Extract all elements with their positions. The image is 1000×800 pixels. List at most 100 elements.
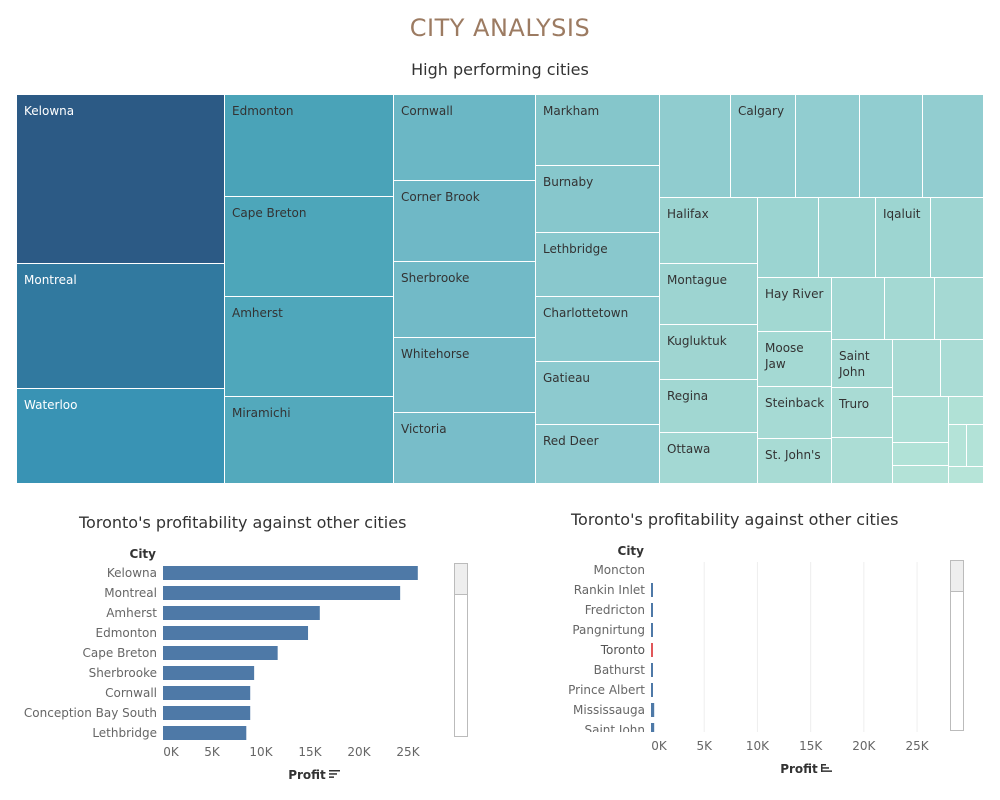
treemap-cell[interactable] — [758, 198, 819, 278]
treemap-cell[interactable]: Moose Jaw — [758, 332, 832, 387]
treemap-cell-label: Corner Brook — [401, 190, 480, 204]
x-tick-label: 5K — [696, 739, 713, 753]
treemap-cell[interactable]: Truro — [832, 388, 893, 438]
bar-chart-right-title: Toronto's profitability against other ci… — [571, 510, 899, 529]
sort-icon[interactable] — [329, 770, 340, 778]
treemap-cell[interactable] — [893, 397, 949, 443]
sort-icon[interactable] — [821, 764, 832, 772]
x-tick-label: 10K — [249, 745, 273, 759]
category-label: Edmonton — [96, 626, 158, 640]
treemap-cell[interactable]: Calgary — [731, 95, 796, 198]
category-label: Rankin Inlet — [574, 583, 646, 597]
bar — [651, 583, 653, 597]
treemap-cell[interactable]: Gatieau — [536, 362, 660, 425]
treemap-cell[interactable]: Ottawa — [660, 433, 758, 484]
city-treemap: Kelowna Montreal Waterloo Edmonton Cape Bret… — [17, 95, 984, 484]
treemap-cell[interactable]: Victoria — [394, 413, 536, 484]
treemap-cell-label: Whitehorse — [401, 347, 470, 361]
treemap-cell[interactable]: Montague — [660, 264, 758, 325]
treemap-cell[interactable] — [893, 466, 949, 484]
treemap-cell-label: Truro — [839, 397, 870, 411]
treemap-cell[interactable] — [949, 467, 984, 484]
bar — [651, 723, 655, 737]
bar — [651, 663, 653, 677]
treemap-cell[interactable]: Charlottetown — [536, 297, 660, 362]
bar — [163, 706, 251, 720]
treemap-cell[interactable]: Kelowna — [17, 95, 225, 264]
category-label: Amherst — [106, 606, 157, 620]
treemap-cell-label: Amherst — [232, 306, 283, 320]
bar — [651, 703, 655, 717]
treemap-cell[interactable]: Lethbridge — [536, 233, 660, 297]
treemap-cell[interactable]: Edmonton — [225, 95, 394, 197]
treemap-cell-label: Cape Breton — [232, 206, 307, 220]
bar — [651, 643, 653, 657]
treemap-cell[interactable] — [885, 278, 935, 340]
treemap-cell[interactable]: Regina — [660, 380, 758, 433]
treemap-cell[interactable]: Whitehorse — [394, 338, 536, 413]
treemap-cell[interactable]: Cornwall — [394, 95, 536, 181]
bar — [651, 683, 653, 697]
treemap-cell[interactable]: Burnaby — [536, 166, 660, 233]
bar — [651, 603, 653, 617]
treemap-cell[interactable]: Iqaluit — [876, 198, 931, 278]
left-chart-scroll-thumb[interactable] — [455, 564, 467, 595]
right-chart-scrollbar[interactable] — [950, 560, 964, 731]
x-tick-label: 0K — [651, 739, 668, 753]
treemap-cell[interactable] — [832, 278, 885, 340]
dashboard-title: CITY ANALYSIS — [409, 14, 591, 42]
treemap-cell[interactable] — [660, 95, 731, 198]
treemap-cell-label: Montague — [667, 273, 727, 287]
treemap-cell[interactable] — [832, 438, 893, 484]
right-chart-scroll-thumb[interactable] — [951, 561, 963, 592]
treemap-cell[interactable]: Amherst — [225, 297, 394, 397]
x-tick-label: 25K — [906, 739, 930, 753]
bar — [163, 726, 247, 740]
treemap-cell[interactable]: Hay River — [758, 278, 832, 332]
treemap-cell[interactable] — [796, 95, 860, 198]
treemap-cell[interactable] — [949, 397, 984, 425]
treemap-cell[interactable]: Halifax — [660, 198, 758, 264]
treemap-cell[interactable]: Red Deer — [536, 425, 660, 484]
bar-chart-left-title: Toronto's profitability against other ci… — [79, 513, 407, 532]
treemap-cell-label: Cornwall — [401, 104, 453, 118]
x-tick-label: 0K — [163, 745, 180, 759]
treemap-cell[interactable] — [893, 443, 949, 466]
category-label: Moncton — [593, 563, 645, 577]
treemap-cell[interactable]: Saint John — [832, 340, 893, 388]
treemap-cell[interactable] — [967, 425, 984, 467]
treemap-cell[interactable] — [819, 198, 876, 278]
treemap-cell[interactable]: Kugluktuk — [660, 325, 758, 380]
left-chart-scrollbar[interactable] — [454, 563, 468, 737]
bar — [163, 606, 320, 620]
treemap-cell[interactable]: Montreal — [17, 264, 225, 389]
row-header: City — [618, 544, 645, 558]
treemap-cell[interactable]: Waterloo — [17, 389, 225, 484]
x-tick-label: 20K — [852, 739, 876, 753]
treemap-cell[interactable] — [931, 198, 984, 278]
treemap-cell-label: Waterloo — [24, 398, 78, 412]
treemap-cell-label: Markham — [543, 104, 600, 118]
treemap-cell[interactable] — [949, 425, 967, 467]
treemap-cell[interactable]: Steinback — [758, 387, 832, 439]
treemap-cell[interactable]: St. John's — [758, 439, 832, 484]
category-label: Mississauga — [573, 703, 645, 717]
category-label: Lethbridge — [92, 726, 157, 740]
category-label: Montreal — [104, 586, 157, 600]
row-header: City — [130, 547, 157, 561]
category-label: Toronto — [600, 643, 645, 657]
treemap-cell-label: Kugluktuk — [667, 334, 727, 348]
treemap-cell[interactable]: Miramichi — [225, 397, 394, 484]
treemap-cell[interactable]: Markham — [536, 95, 660, 166]
treemap-cell[interactable] — [893, 340, 941, 397]
treemap-cell[interactable] — [860, 95, 923, 198]
treemap-cell[interactable]: Cape Breton — [225, 197, 394, 297]
treemap-cell[interactable] — [923, 95, 984, 198]
x-tick-label: 20K — [347, 745, 371, 759]
x-tick-label: 10K — [746, 739, 770, 753]
treemap-cell[interactable] — [941, 340, 984, 397]
treemap-cell[interactable]: Corner Brook — [394, 181, 536, 262]
treemap-cell[interactable] — [935, 278, 984, 340]
treemap-cell-label: Kelowna — [24, 104, 75, 118]
treemap-cell[interactable]: Sherbrooke — [394, 262, 536, 338]
